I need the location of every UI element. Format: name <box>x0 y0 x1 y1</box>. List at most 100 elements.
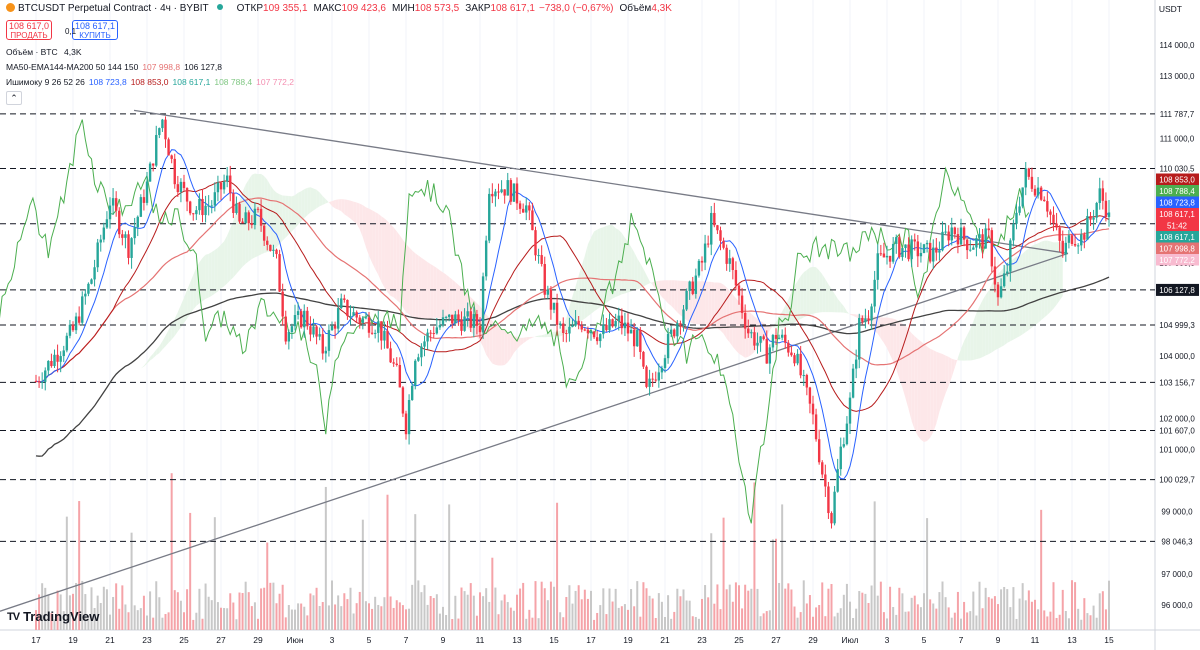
volume-bar <box>1034 599 1036 630</box>
volume-bar <box>984 587 987 630</box>
cloud-segment <box>597 228 601 310</box>
candle-body <box>506 180 509 196</box>
cloud-segment <box>927 346 931 442</box>
collapse-legend-button[interactable]: ⌃ <box>6 91 22 105</box>
candle-body <box>1095 202 1098 218</box>
candle-body <box>185 188 189 202</box>
cloud-segment <box>421 257 425 320</box>
volume-bar <box>346 599 349 630</box>
indicator-price-label: 108 853,0 <box>1159 175 1195 184</box>
candle-body <box>68 324 72 336</box>
cloud-segment <box>532 336 536 338</box>
cloud-segment <box>418 255 422 321</box>
volume-bar <box>972 591 975 630</box>
volume-bar <box>294 609 296 630</box>
volume-bar <box>44 587 47 630</box>
candle-body <box>787 342 790 353</box>
volume-bar <box>1101 591 1104 630</box>
candle-body <box>278 254 281 292</box>
volume-bar <box>796 617 799 630</box>
cloud-segment <box>248 174 252 262</box>
cloud-segment <box>338 199 342 212</box>
ichimoku-legend[interactable]: Ишимоку 9 26 52 26 108 723,8 108 853,0 108 … <box>6 77 294 87</box>
cloud-segment <box>569 296 573 331</box>
cloud-segment <box>174 311 178 336</box>
volume-bar <box>506 602 509 630</box>
cloud-segment <box>828 284 832 313</box>
candle-body <box>96 242 99 268</box>
volume-bar <box>593 619 596 630</box>
volume-bar <box>414 514 417 630</box>
time-tick-label: 29 <box>808 635 818 645</box>
volume-bar <box>805 603 808 630</box>
candle-body <box>1092 217 1095 220</box>
volume-bar <box>608 588 611 630</box>
sell-price: 108 617,0 <box>8 21 50 31</box>
candle-body <box>1058 227 1061 241</box>
currency-label[interactable]: USDT <box>1158 4 1182 14</box>
volume-bar <box>768 610 771 630</box>
candle-body <box>1107 212 1111 217</box>
candle-body <box>478 325 482 333</box>
candle-body <box>919 252 923 257</box>
volume-bar <box>287 605 290 630</box>
cloud-segment <box>449 277 453 322</box>
candle-body <box>321 334 324 354</box>
candle-body <box>93 267 96 280</box>
volume-legend[interactable]: Объём · BTC 4,3K <box>6 47 82 57</box>
candle-body <box>389 348 392 363</box>
candle-body <box>380 321 383 341</box>
volume-bar <box>176 592 179 630</box>
volume-bar <box>787 583 790 630</box>
volume-bar <box>623 604 626 630</box>
volume-bar <box>50 613 53 630</box>
volume-bar <box>408 608 411 630</box>
sell-button[interactable]: 108 617,0 ПРОДАТЬ <box>6 20 52 40</box>
candle-body <box>750 332 753 334</box>
volume-bar <box>442 606 444 630</box>
cloud-segment <box>221 241 225 289</box>
volume-bar <box>577 585 580 630</box>
candle-body <box>521 208 525 213</box>
volume-bar <box>870 585 873 630</box>
volume-bar <box>112 596 115 630</box>
price-tick-label: 111 000,0 <box>1160 134 1195 143</box>
cloud-segment <box>415 253 419 321</box>
time-tick-label: 13 <box>512 635 522 645</box>
cloud-segment <box>834 293 838 313</box>
candle-body <box>654 379 657 381</box>
cloud-segment <box>258 173 262 256</box>
volume-bar <box>466 594 469 630</box>
cloud-segment <box>698 281 702 326</box>
candle-body <box>932 247 935 262</box>
candle-body <box>488 193 491 241</box>
cloud-segment <box>501 328 505 366</box>
volume-bar <box>389 596 392 630</box>
candle-body <box>691 281 694 294</box>
symbol-title[interactable]: BTCUSDT Perpetual Contract · 4ч · BYBIT <box>18 3 209 14</box>
volume-bar <box>260 588 263 630</box>
buy-button[interactable]: 108 617,1 КУПИТЬ <box>72 20 118 40</box>
candle-body <box>870 306 873 321</box>
volume-bar <box>836 612 839 630</box>
cloud-segment <box>920 341 924 443</box>
cloud-segment <box>242 184 246 267</box>
candle-body <box>669 329 673 334</box>
indicator-price-tag <box>1156 196 1199 208</box>
volume-bar <box>454 595 457 630</box>
candle-body <box>1083 234 1086 240</box>
volume-bar <box>368 603 370 630</box>
candle-body <box>645 366 648 387</box>
candle-body <box>170 155 173 159</box>
candle-body <box>364 317 368 319</box>
candle-body <box>136 216 139 228</box>
cloud-segment <box>668 280 672 306</box>
cloud-segment <box>739 301 743 356</box>
volume-bar <box>1024 600 1027 630</box>
volume-bar <box>201 618 204 630</box>
time-tick-label: 25 <box>734 635 744 645</box>
cloud-segment <box>628 241 632 293</box>
ma-legend[interactable]: MA50-EMA144-MA200 50 144 150 107 998,8 106… <box>6 62 222 72</box>
volume-bar <box>960 618 962 630</box>
